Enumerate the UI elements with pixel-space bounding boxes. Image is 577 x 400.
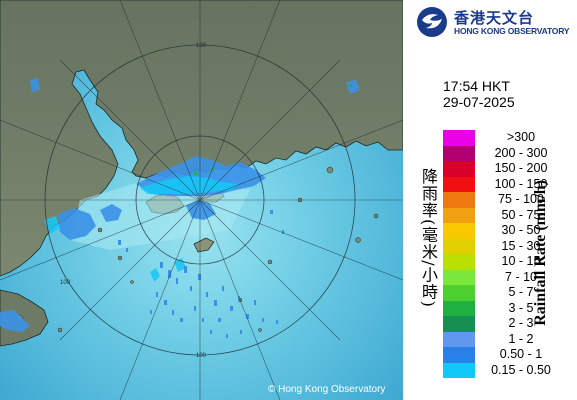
legend-label: 3 - 5 [508, 300, 534, 315]
legend-label: 15 - 30 [501, 238, 541, 253]
legend-label: 75 - 100 [498, 192, 544, 206]
bearing-lines [0, 0, 403, 400]
rain-echoes-scattered [118, 210, 284, 338]
hko-name-chinese: 香港天文台 [454, 9, 535, 27]
lamma-island [193, 237, 215, 253]
legend-label: 5 - 7 [508, 285, 534, 299]
legend-swatch [443, 254, 475, 270]
legend-swatch [443, 238, 475, 254]
legend-label: 7 - 10 [505, 269, 537, 284]
legend-swatch [443, 331, 475, 347]
legend-swatch [443, 176, 475, 192]
legend-label: 10 - 15 [501, 254, 541, 268]
legend-swatch [443, 145, 475, 161]
legend-swatch [443, 316, 475, 332]
legend-label: >300 [506, 130, 536, 144]
ring-label-bottom: 100 [196, 353, 207, 359]
legend-panel [403, 0, 577, 400]
legend-swatch [443, 362, 475, 378]
radar-map: 100 100 100 [0, 0, 403, 400]
timestamp-time: 17:54 HKT [443, 78, 510, 94]
timestamp-date: 29-07-2025 [443, 94, 515, 110]
copyright-notice: © Hong Kong Observatory [268, 384, 386, 395]
legend-label: 0.50 - 1 [499, 347, 543, 361]
legend-swatch [443, 347, 475, 363]
legend-label: 50 - 75 [501, 207, 541, 222]
legend-swatch [443, 161, 475, 177]
legend-label: 2 - 3 [508, 316, 534, 330]
rain-echoes-moderate [194, 84, 352, 175]
legend-swatch [443, 269, 475, 285]
ring-label-left: 100 [60, 280, 71, 286]
legend-label: 30 - 50 [501, 223, 541, 237]
ring-label-top: 100 [196, 43, 207, 49]
legend-label: 200 - 300 [494, 145, 548, 160]
offshore-islands [16, 166, 379, 333]
legend-label: 100 - 150 [494, 176, 548, 191]
legend-label: 150 - 200 [494, 161, 548, 175]
legend-label: 1 - 2 [508, 331, 534, 346]
hko-name-english: HONG KONG OBSERVATORY [454, 26, 570, 36]
legend-swatch [443, 285, 475, 301]
rain-echoes-cyan [44, 176, 238, 282]
legend-label: 0.15 - 0.50 [491, 362, 551, 377]
legend-swatch [443, 130, 475, 146]
hko-swirl-logo [417, 7, 447, 37]
legend-swatch [443, 300, 475, 316]
rainfall-rate-label-chinese: 降雨率(毫米/小時) [419, 168, 438, 308]
legend-swatch [443, 207, 475, 223]
legend-swatch [443, 192, 475, 208]
legend-swatch [443, 223, 475, 239]
southwest-land [0, 289, 49, 347]
